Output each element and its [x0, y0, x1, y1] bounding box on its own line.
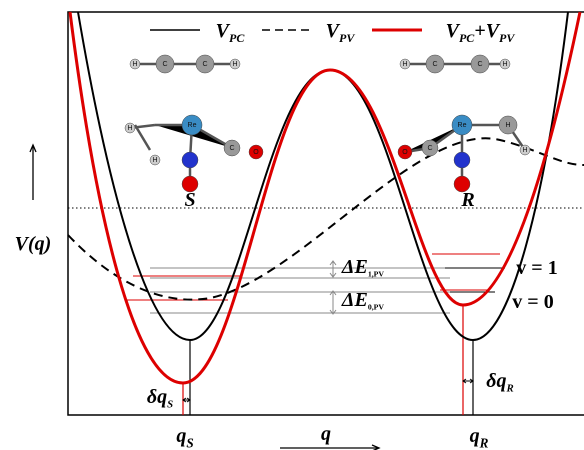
- label-base: q: [470, 425, 480, 447]
- enantiomer-label: S: [184, 189, 195, 211]
- label-sub: S: [186, 436, 193, 450]
- legend-label: VPC: [216, 20, 246, 45]
- level-label: v = 1: [516, 257, 557, 279]
- atom-label: C: [432, 61, 437, 68]
- label-sub: PV: [499, 31, 515, 45]
- label-sub: 1,PV: [368, 269, 385, 278]
- atom-label: H: [522, 147, 527, 154]
- vpc-curve: [78, 12, 568, 340]
- levels: [127, 254, 505, 313]
- minimum-label: qR: [470, 425, 489, 450]
- atom-label: H: [502, 61, 507, 68]
- enantiomer-label: R: [460, 189, 474, 211]
- atom-label: H: [232, 61, 237, 68]
- label-sub: PC: [229, 31, 245, 45]
- atom-label: H: [152, 157, 157, 164]
- shift-label: δqR: [486, 370, 513, 395]
- splitting-label: ΔE1,PV: [341, 256, 385, 278]
- atom-label: C: [427, 145, 432, 152]
- label-sub: PC: [459, 31, 475, 45]
- atom-label: O: [253, 149, 259, 156]
- label-base: ΔE: [341, 289, 368, 311]
- atom: [454, 152, 470, 168]
- label-base: q: [176, 425, 186, 447]
- level-label: v = 0: [512, 291, 553, 313]
- label-base: δq: [486, 370, 506, 392]
- splitting-arrows: [330, 261, 336, 314]
- label-sub: S: [167, 399, 173, 411]
- axis-arrows: [30, 145, 379, 450]
- minimum-label: qS: [176, 425, 193, 450]
- shift-arrows: [183, 379, 473, 402]
- x-axis-label: q: [321, 423, 331, 445]
- label-base: δq: [147, 386, 167, 408]
- label-base: ΔE: [341, 256, 368, 278]
- label-sub: R: [506, 383, 514, 395]
- figure: HCCHReCOHHHCCHReCOHH VPCVPVVPC+VPVV(q)qq…: [0, 0, 584, 450]
- vpv-curve: [68, 138, 584, 299]
- label-sub: R: [479, 436, 489, 450]
- atom-label: C: [477, 61, 482, 68]
- atom-label: C: [229, 145, 234, 152]
- label-sub: PV: [339, 31, 355, 45]
- atom-label: C: [162, 61, 167, 68]
- atom-label: H: [127, 125, 132, 132]
- atom-label: C: [202, 61, 207, 68]
- atom-label: Re: [188, 122, 197, 129]
- atom-label: H: [402, 61, 407, 68]
- frame: [68, 12, 584, 415]
- atoms: H C C H Re C O H H H C C H Re C O H H: [125, 55, 530, 192]
- y-axis-label: V(q): [15, 233, 52, 255]
- label-sub: 0,PV: [368, 302, 385, 311]
- label-base: +V: [474, 20, 500, 42]
- atom-label: Re: [458, 122, 467, 129]
- atom: [182, 152, 198, 168]
- atom-label: O: [402, 149, 408, 156]
- legend-label: VPC+VPV: [446, 20, 516, 45]
- shift-label: δqS: [147, 386, 173, 411]
- legend-label: VPV: [326, 20, 356, 45]
- atom-label: H: [132, 61, 137, 68]
- atom-label: H: [505, 122, 510, 129]
